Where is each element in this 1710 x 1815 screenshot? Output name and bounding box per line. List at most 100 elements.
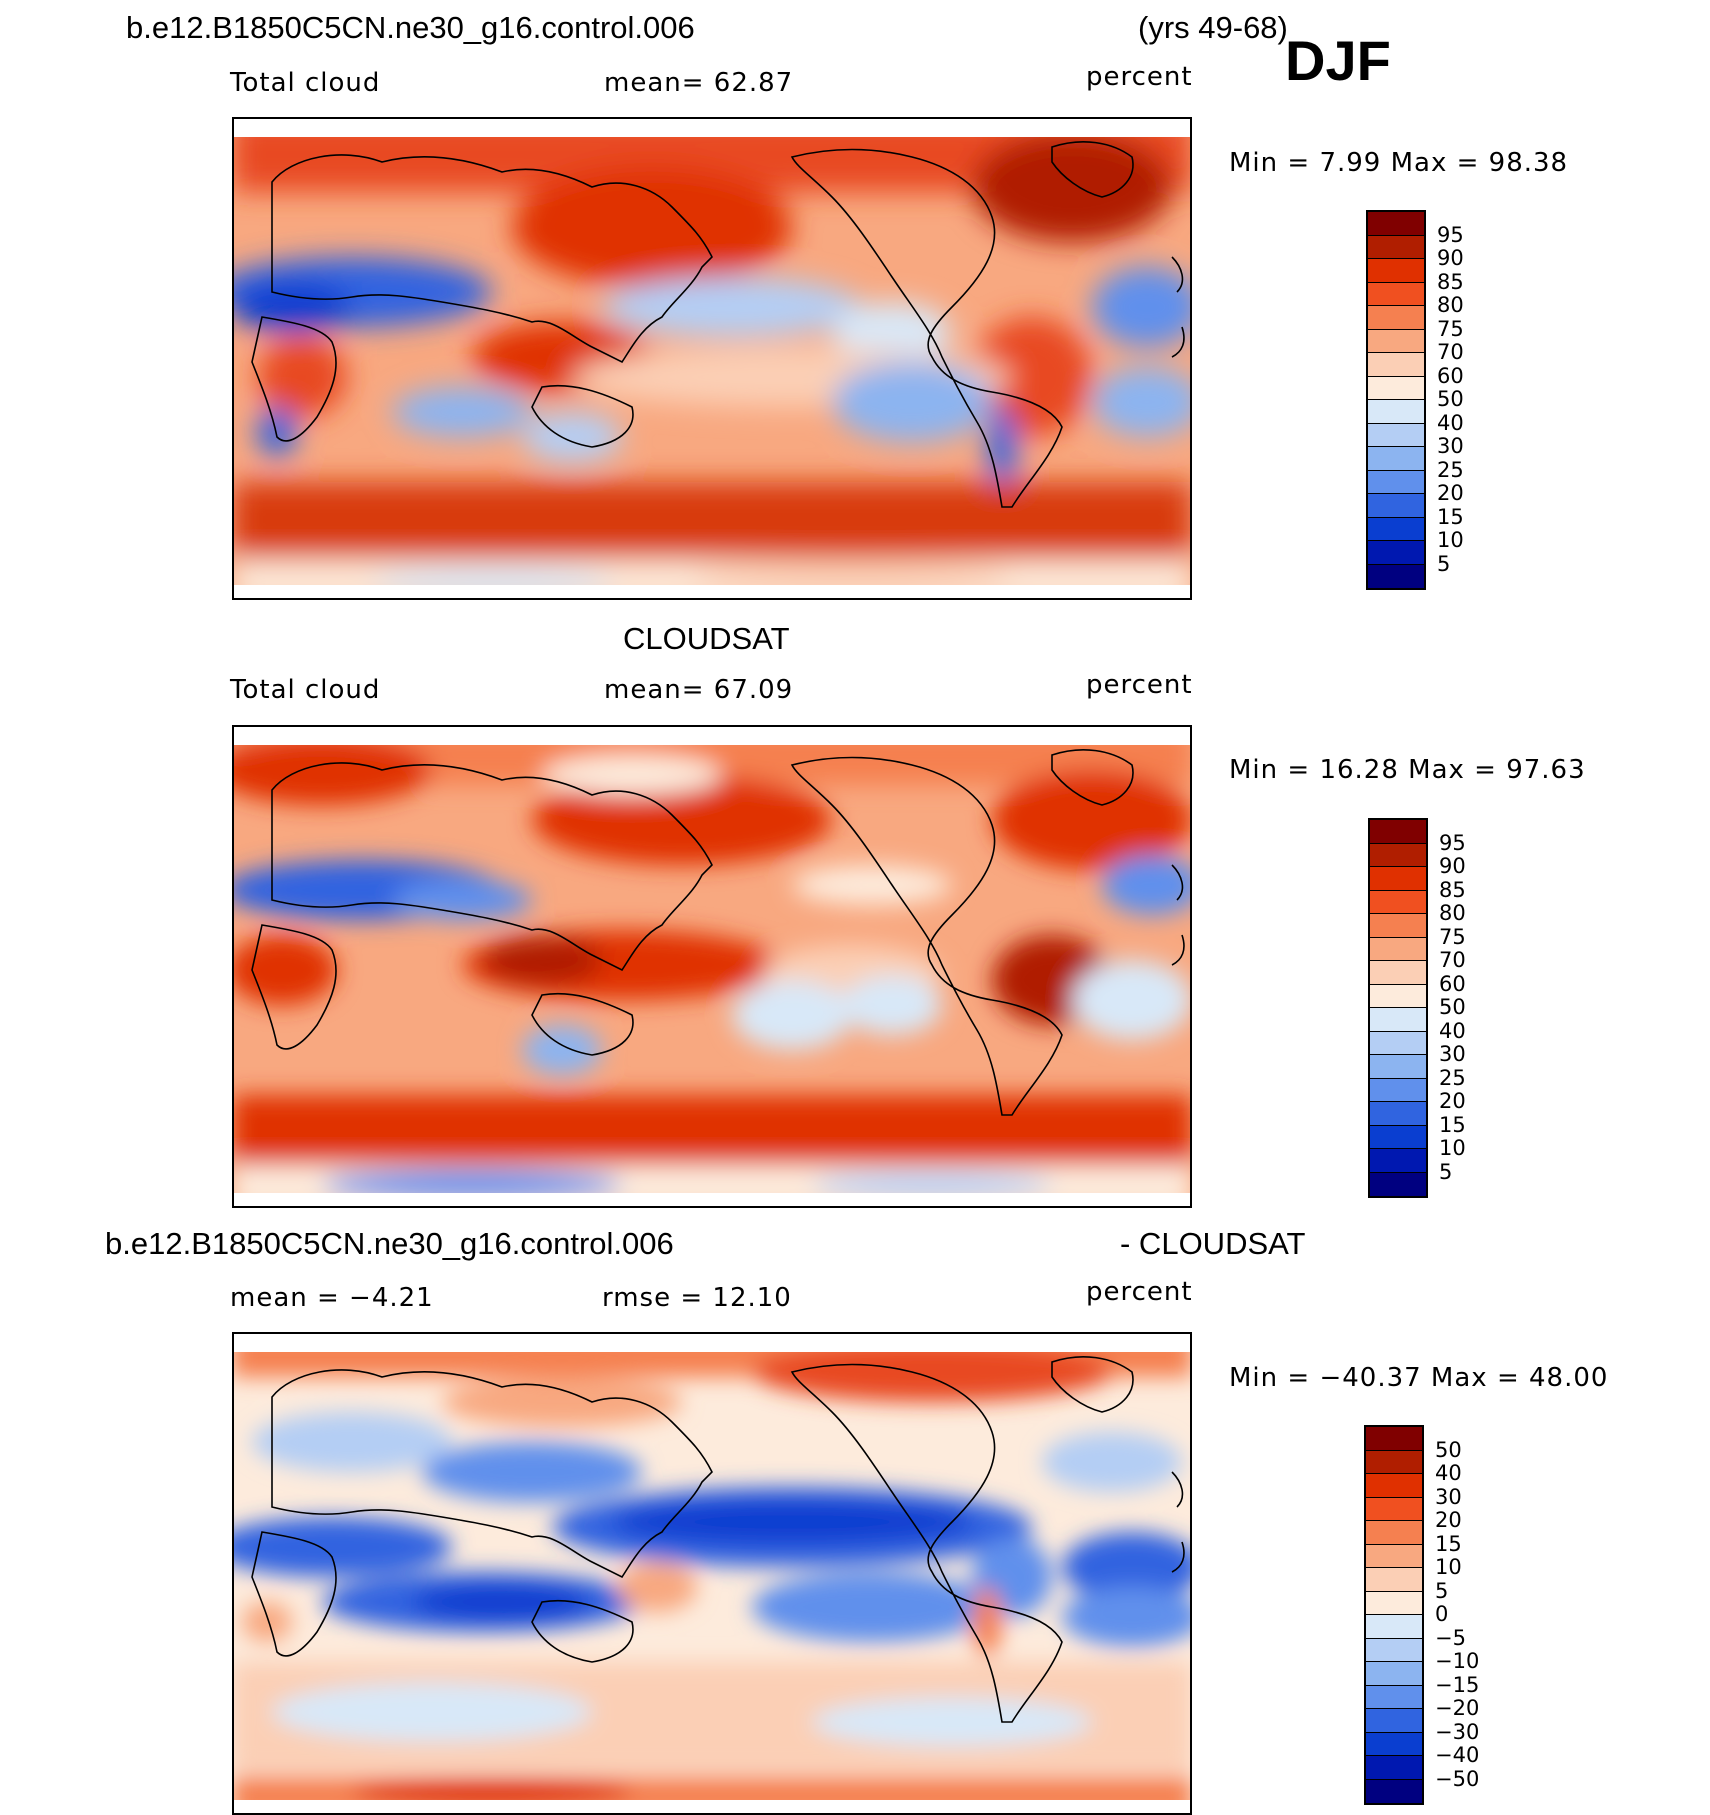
colorbar-tick-label: 30 bbox=[1439, 1042, 1466, 1066]
colorbar-swatch bbox=[1370, 1172, 1426, 1196]
colorbar-swatch bbox=[1368, 470, 1424, 494]
colorbar-swatch bbox=[1366, 1638, 1422, 1662]
colorbar-tick-label: 10 bbox=[1437, 528, 1464, 552]
colorbar-tick-label: 25 bbox=[1439, 1065, 1466, 1090]
colorbar-tick-label: 10 bbox=[1439, 1136, 1466, 1160]
colorbar-tick-label: 90 bbox=[1437, 246, 1464, 270]
colorbar-swatch bbox=[1368, 494, 1424, 518]
colorbar-tick-label: 30 bbox=[1435, 1484, 1462, 1509]
years-label: (yrs 49-68) bbox=[1138, 10, 1288, 45]
colorbar-tick-label: 50 bbox=[1435, 1437, 1462, 1462]
colorbar-tick-label: 60 bbox=[1437, 363, 1464, 388]
panel3-rmse-label: rmse = 12.10 bbox=[602, 1283, 792, 1313]
colorbar-swatch bbox=[1368, 353, 1424, 377]
colorbar-swatch bbox=[1368, 400, 1424, 424]
colorbar-swatch bbox=[1366, 1709, 1422, 1733]
colorbar-swatch bbox=[1368, 212, 1424, 236]
colorbar-tick-label: 10 bbox=[1435, 1555, 1462, 1579]
colorbar-tick-label: −10 bbox=[1435, 1649, 1480, 1673]
colorbar-swatch bbox=[1370, 1125, 1426, 1149]
colorbar-tick-label: 20 bbox=[1437, 481, 1464, 505]
colorbar-swatch bbox=[1370, 1055, 1426, 1079]
colorbar-swatch bbox=[1370, 1031, 1426, 1055]
colorbar-swatch bbox=[1366, 1662, 1422, 1686]
colorbar-tick-label: −30 bbox=[1435, 1719, 1480, 1744]
panel3-minmax: Min = −40.37 Max = 48.00 bbox=[1229, 1363, 1609, 1393]
colorbar-tick-label: 15 bbox=[1437, 504, 1464, 529]
colorbar-tick-label: 85 bbox=[1437, 269, 1464, 294]
panel1-colorbar bbox=[1366, 210, 1426, 590]
panel1-variable-label: Total cloud bbox=[230, 68, 381, 98]
colorbar-swatch bbox=[1368, 517, 1424, 541]
colorbar-tick-label: 40 bbox=[1435, 1461, 1462, 1485]
colorbar-tick-label: 40 bbox=[1439, 1018, 1466, 1043]
colorbar-swatch bbox=[1370, 843, 1426, 867]
colorbar-tick-label: 15 bbox=[1439, 1112, 1466, 1137]
colorbar-swatch bbox=[1370, 914, 1426, 938]
colorbar-tick-label: 70 bbox=[1437, 340, 1464, 364]
colorbar-swatch bbox=[1368, 376, 1424, 400]
colorbar-swatch bbox=[1366, 1497, 1422, 1521]
panel1-mean-label: mean= 62.87 bbox=[604, 68, 794, 98]
panel3-subtitle-left: b.e12.B1850C5CN.ne30_g16.control.006 bbox=[105, 1226, 674, 1261]
colorbar-swatch bbox=[1368, 564, 1424, 588]
colorbar-swatch bbox=[1366, 1756, 1422, 1780]
colorbar-tick-label: 60 bbox=[1439, 971, 1466, 996]
colorbar-swatch bbox=[1368, 306, 1424, 330]
colorbar-swatch bbox=[1370, 867, 1426, 891]
colorbar-tick-label: −50 bbox=[1435, 1766, 1480, 1791]
colorbar-swatch bbox=[1366, 1474, 1422, 1498]
colorbar-swatch bbox=[1366, 1568, 1422, 1592]
panel3-map bbox=[232, 1332, 1192, 1815]
panel3-subtitle-right: - CLOUDSAT bbox=[1120, 1226, 1306, 1261]
case-title: b.e12.B1850C5CN.ne30_g16.control.006 bbox=[126, 10, 695, 45]
panel1-minmax: Min = 7.99 Max = 98.38 bbox=[1229, 148, 1569, 178]
colorbar-swatch bbox=[1368, 423, 1424, 447]
panel2-mean-label: mean= 67.09 bbox=[604, 675, 794, 705]
colorbar-swatch bbox=[1366, 1521, 1422, 1545]
panel3-units-label: percent bbox=[1086, 1277, 1193, 1307]
colorbar-swatch bbox=[1368, 541, 1424, 565]
colorbar-swatch bbox=[1368, 235, 1424, 259]
colorbar-swatch bbox=[1370, 1008, 1426, 1032]
colorbar-tick-label: 20 bbox=[1435, 1508, 1462, 1532]
panel3-colorbar bbox=[1364, 1425, 1424, 1805]
panel2-units-label: percent bbox=[1086, 670, 1193, 700]
colorbar-swatch bbox=[1368, 282, 1424, 306]
colorbar-tick-label: 75 bbox=[1437, 316, 1464, 341]
season-label: DJF bbox=[1285, 29, 1391, 92]
colorbar-tick-label: 50 bbox=[1439, 995, 1466, 1019]
colorbar-swatch bbox=[1370, 890, 1426, 914]
colorbar-swatch bbox=[1370, 937, 1426, 961]
colorbar-tick-label: 5 bbox=[1437, 551, 1451, 576]
colorbar-swatch bbox=[1366, 1615, 1422, 1639]
panel2-minmax: Min = 16.28 Max = 97.63 bbox=[1229, 755, 1586, 785]
colorbar-swatch bbox=[1366, 1732, 1422, 1756]
colorbar-swatch bbox=[1366, 1779, 1422, 1803]
colorbar-swatch bbox=[1370, 1149, 1426, 1173]
panel1-units-label: percent bbox=[1086, 62, 1193, 92]
colorbar-tick-label: 5 bbox=[1439, 1159, 1453, 1184]
colorbar-tick-label: 25 bbox=[1437, 457, 1464, 482]
colorbar-swatch bbox=[1370, 984, 1426, 1008]
colorbar-tick-label: −20 bbox=[1435, 1696, 1480, 1720]
colorbar-swatch bbox=[1368, 447, 1424, 471]
colorbar-tick-label: 20 bbox=[1439, 1089, 1466, 1113]
colorbar-swatch bbox=[1370, 1078, 1426, 1102]
colorbar-tick-label: 95 bbox=[1437, 222, 1464, 247]
colorbar-tick-label: 90 bbox=[1439, 854, 1466, 878]
colorbar-tick-label: 5 bbox=[1435, 1578, 1449, 1603]
colorbar-swatch bbox=[1370, 961, 1426, 985]
colorbar-tick-label: 70 bbox=[1439, 948, 1466, 972]
panel2-colorbar bbox=[1368, 818, 1428, 1198]
colorbar-swatch bbox=[1366, 1427, 1422, 1451]
colorbar-swatch bbox=[1366, 1591, 1422, 1615]
colorbar-tick-label: 30 bbox=[1437, 434, 1464, 458]
colorbar-tick-label: −5 bbox=[1435, 1625, 1466, 1650]
colorbar-swatch bbox=[1370, 820, 1426, 844]
colorbar-tick-label: −40 bbox=[1435, 1743, 1480, 1767]
colorbar-tick-label: 95 bbox=[1439, 830, 1466, 855]
colorbar-tick-label: 50 bbox=[1437, 387, 1464, 411]
colorbar-tick-label: 0 bbox=[1435, 1602, 1449, 1626]
colorbar-swatch bbox=[1366, 1685, 1422, 1709]
